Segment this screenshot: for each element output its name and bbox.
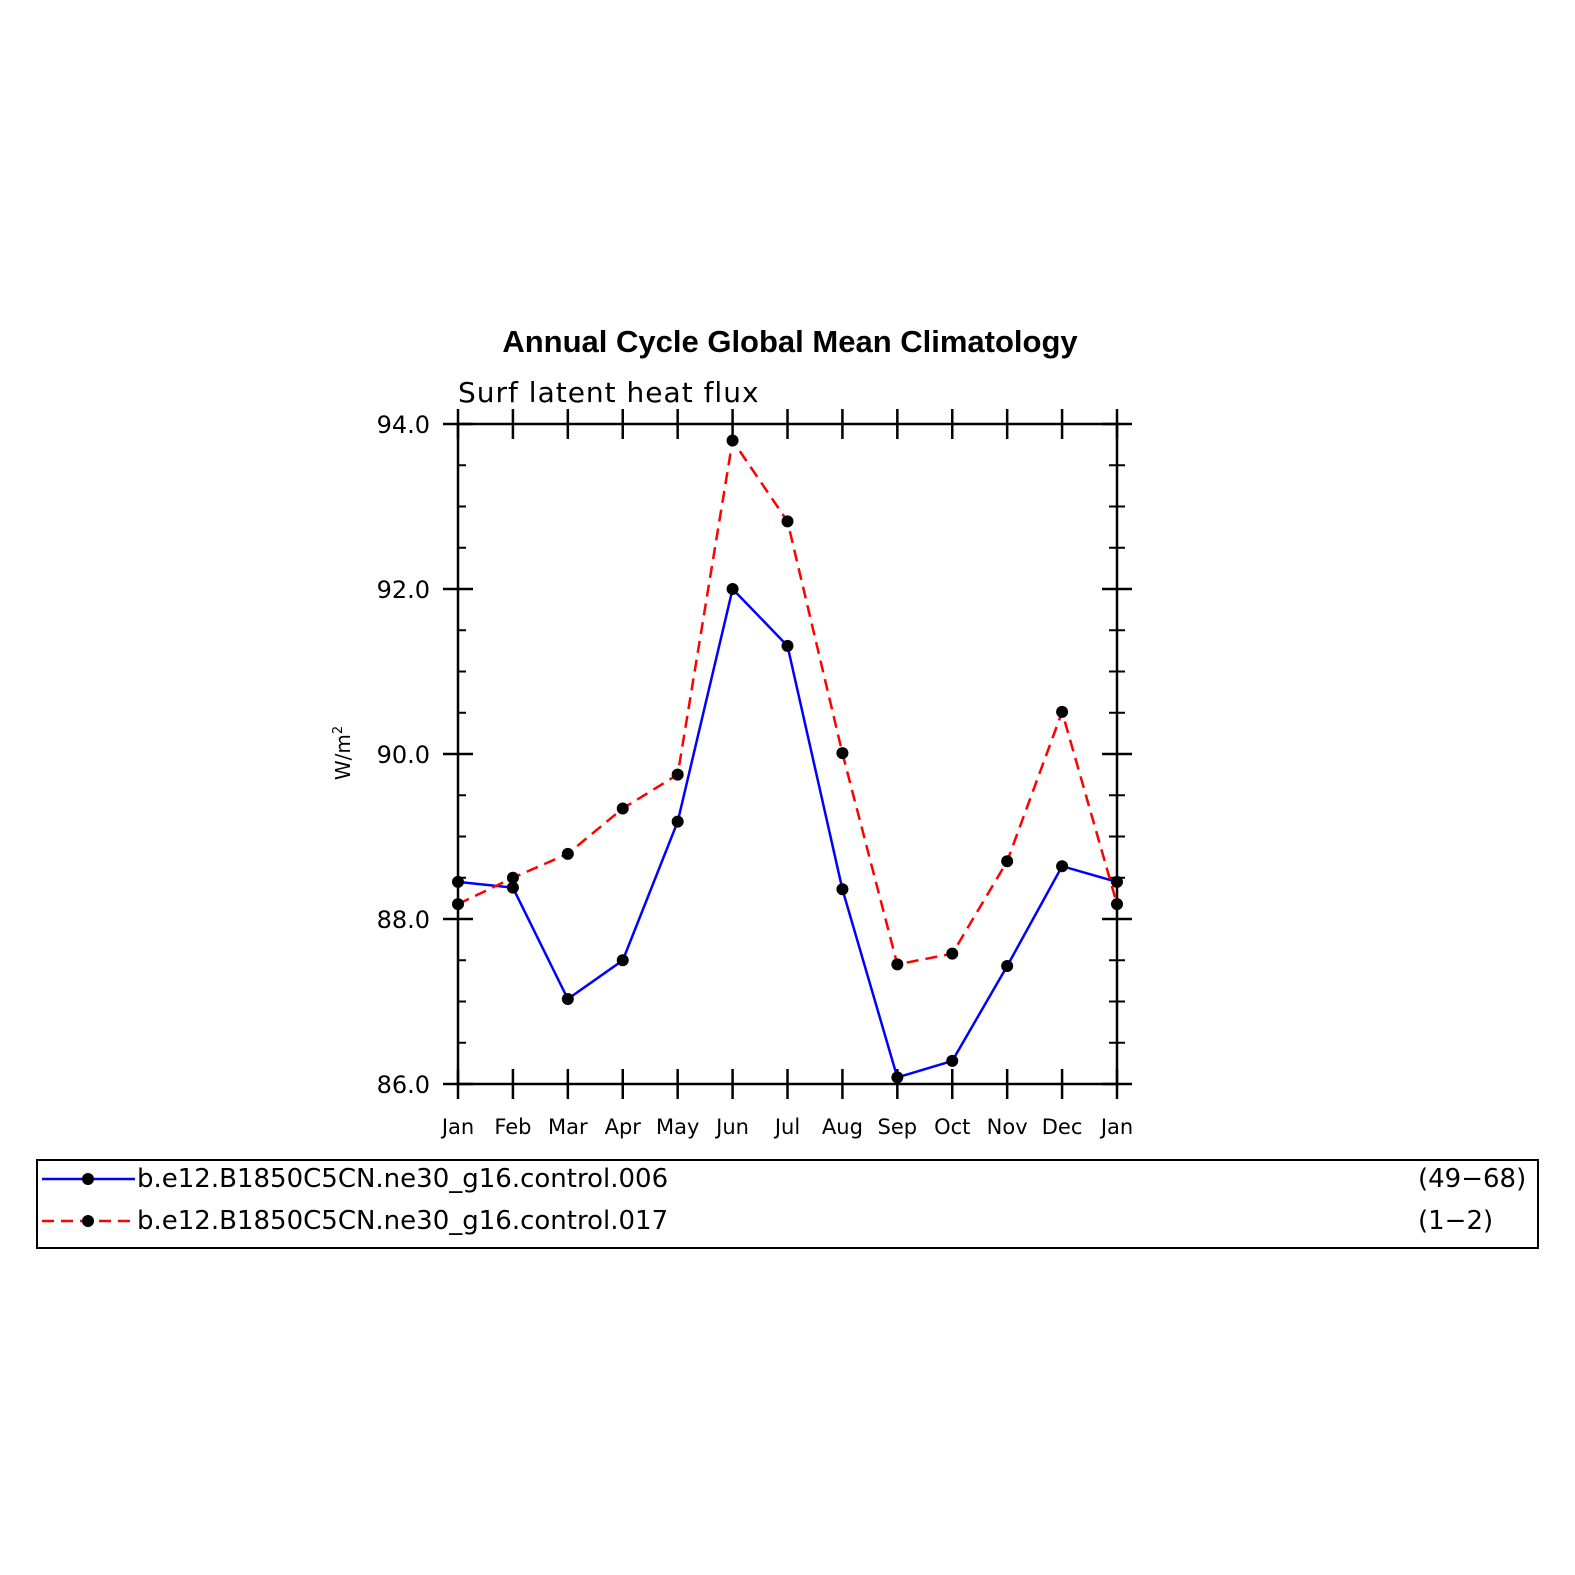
legend-years-2: (1−2) bbox=[1418, 1206, 1493, 1236]
data-point-series-2 bbox=[671, 768, 684, 781]
x-tick-label: Nov bbox=[987, 1115, 1028, 1139]
data-point-series-2 bbox=[506, 871, 519, 884]
data-point-series-1 bbox=[1111, 875, 1123, 888]
data-point-series-1 bbox=[1001, 960, 1014, 973]
data-point-series-1 bbox=[452, 875, 464, 888]
chart-subtitle: Surf latent heat flux bbox=[458, 376, 760, 409]
data-point-series-1 bbox=[946, 1054, 959, 1067]
x-tick-label: Dec bbox=[1042, 1115, 1083, 1139]
data-point-series-2 bbox=[1056, 705, 1069, 718]
legend-marker-2 bbox=[82, 1215, 94, 1227]
data-point-series-1 bbox=[726, 583, 739, 595]
x-tick-label: Apr bbox=[605, 1115, 642, 1139]
x-tick-label: Aug bbox=[822, 1115, 863, 1139]
legend-box bbox=[36, 1159, 1539, 1249]
x-tick-label: Jan bbox=[1099, 1115, 1133, 1139]
x-tick-label: Mar bbox=[548, 1115, 588, 1139]
x-tick-label: May bbox=[656, 1115, 699, 1139]
series-group bbox=[452, 434, 1123, 1084]
y-tick-label: 86.0 bbox=[377, 1071, 430, 1099]
y-axis-label-base: W/m bbox=[331, 734, 355, 780]
data-point-series-2 bbox=[946, 947, 959, 960]
x-tick-label: Jul bbox=[773, 1115, 800, 1139]
data-point-series-2 bbox=[836, 747, 849, 760]
series-line-1 bbox=[457, 587, 1118, 1079]
data-point-series-2 bbox=[726, 434, 739, 447]
y-tick-label: 94.0 bbox=[377, 411, 430, 439]
legend-marker-1 bbox=[82, 1173, 94, 1185]
data-point-series-1 bbox=[836, 883, 849, 896]
legend-label-1: b.e12.B1850C5CN.ne30_g16.control.006 bbox=[137, 1164, 668, 1194]
data-point-series-1 bbox=[781, 639, 794, 652]
x-tick-label: Jun bbox=[714, 1115, 749, 1139]
data-point-series-2 bbox=[1111, 898, 1123, 911]
data-point-series-2 bbox=[1001, 855, 1014, 868]
x-tick-label: Oct bbox=[934, 1115, 970, 1139]
data-point-series-2 bbox=[561, 847, 574, 860]
y-axis-label-superscript: 2 bbox=[331, 726, 346, 734]
chart-title: Annual Cycle Global Mean Climatology bbox=[502, 324, 1078, 359]
x-tick-label: Sep bbox=[878, 1115, 918, 1139]
legend-label-2: b.e12.B1850C5CN.ne30_g16.control.017 bbox=[137, 1206, 668, 1236]
data-point-series-1 bbox=[671, 815, 684, 828]
x-tick-label: Feb bbox=[494, 1115, 531, 1139]
y-tick-label: 92.0 bbox=[377, 576, 430, 604]
data-point-series-1 bbox=[561, 993, 574, 1006]
data-point-series-2 bbox=[452, 898, 464, 911]
data-point-series-2 bbox=[616, 802, 629, 815]
legend-items: b.e12.B1850C5CN.ne30_g16.control.006 (49−… bbox=[42, 1164, 1526, 1236]
data-point-series-1 bbox=[506, 881, 519, 894]
data-point-series-1 bbox=[891, 1071, 904, 1084]
axes: 86.0 88.0 90.0 92.0 94.0 Jan Feb Mar Apr May Jun Ju… bbox=[377, 409, 1133, 1139]
data-point-series-1 bbox=[616, 954, 629, 967]
y-tick-label: 90.0 bbox=[377, 741, 430, 769]
y-axis-label: W/m2 bbox=[331, 726, 355, 780]
legend-years-1: (49−68) bbox=[1418, 1164, 1526, 1194]
data-point-series-1 bbox=[1056, 860, 1069, 873]
data-point-series-2 bbox=[891, 958, 904, 971]
legend: b.e12.B1850C5CN.ne30_g16.control.006 (49−… bbox=[36, 1159, 1539, 1249]
x-tick-label: Jan bbox=[440, 1115, 474, 1139]
y-tick-label: 88.0 bbox=[377, 906, 430, 934]
data-point-series-2 bbox=[781, 515, 794, 528]
